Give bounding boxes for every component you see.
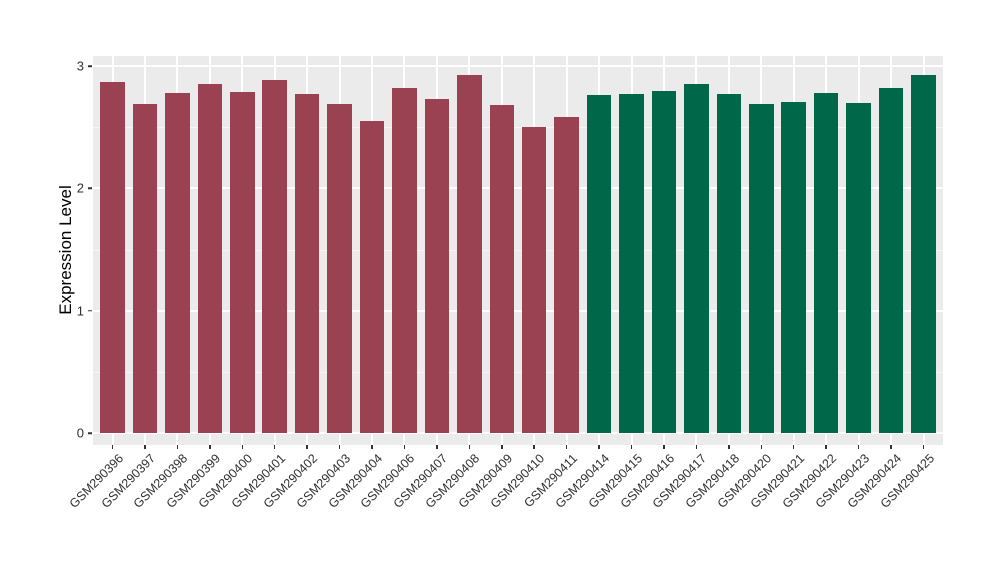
bar-GSM290409 bbox=[489, 105, 515, 433]
bar-GSM290423 bbox=[846, 102, 871, 433]
bar-GSM290398 bbox=[165, 93, 190, 433]
x-tick-mark bbox=[273, 445, 276, 449]
x-tick-mark bbox=[728, 445, 730, 449]
x-tick-mark bbox=[306, 445, 308, 449]
y-tick-mark bbox=[88, 65, 92, 67]
y-tick-mark bbox=[88, 309, 92, 312]
bar-GSM290418 bbox=[716, 94, 742, 433]
bar-GSM290406 bbox=[392, 88, 417, 433]
x-tick-mark bbox=[792, 445, 795, 449]
x-tick-mark bbox=[695, 445, 698, 449]
x-tick-mark bbox=[760, 445, 763, 449]
y-tick-label: 0 bbox=[76, 425, 84, 441]
x-tick-mark bbox=[144, 445, 146, 449]
bar-GSM290425 bbox=[911, 74, 936, 433]
bar-GSM290399 bbox=[197, 84, 223, 433]
gridline-major bbox=[93, 309, 943, 312]
bar-GSM290401 bbox=[262, 79, 287, 433]
x-tick-mark bbox=[338, 445, 341, 449]
x-tick-mark bbox=[533, 445, 535, 449]
bar-GSM290410 bbox=[521, 127, 547, 433]
bar-GSM290424 bbox=[878, 88, 904, 433]
plot-panel bbox=[93, 56, 943, 445]
y-tick-label: 1 bbox=[76, 303, 84, 319]
gridline-major bbox=[93, 432, 943, 434]
x-tick-mark bbox=[209, 445, 211, 449]
x-tick-mark bbox=[663, 445, 665, 449]
bar-GSM290397 bbox=[132, 104, 158, 433]
y-tick-mark bbox=[88, 187, 92, 190]
x-tick-mark bbox=[176, 445, 179, 449]
bar-GSM290408 bbox=[457, 74, 482, 433]
x-tick-mark bbox=[630, 445, 633, 449]
x-tick-mark bbox=[825, 445, 827, 449]
y-axis-title: Expression Level bbox=[56, 185, 75, 315]
gridline-major bbox=[93, 187, 943, 190]
x-tick-mark bbox=[371, 445, 373, 449]
x-tick-mark bbox=[922, 445, 925, 449]
bar-GSM290421 bbox=[781, 101, 806, 433]
x-tick-mark bbox=[241, 445, 243, 449]
bar-GSM290414 bbox=[586, 95, 612, 433]
bar-GSM290416 bbox=[651, 90, 677, 433]
y-tick-label: 2 bbox=[76, 180, 84, 196]
bar-GSM290407 bbox=[424, 99, 450, 433]
y-tick-mark bbox=[88, 432, 92, 434]
x-tick-mark bbox=[501, 445, 503, 449]
bar-GSM290396 bbox=[100, 81, 125, 433]
bar-GSM290411 bbox=[554, 117, 579, 433]
bar-GSM290403 bbox=[327, 104, 352, 433]
x-tick-mark bbox=[468, 445, 471, 449]
bar-GSM290404 bbox=[359, 121, 385, 433]
x-tick-mark bbox=[403, 445, 406, 449]
gridline-minor bbox=[93, 127, 943, 129]
bar-GSM290417 bbox=[684, 84, 709, 433]
gridline-major bbox=[93, 65, 943, 68]
y-tick-label: 3 bbox=[76, 58, 84, 74]
bar-GSM290420 bbox=[749, 104, 774, 433]
x-tick-mark bbox=[890, 445, 892, 449]
x-tick-mark bbox=[565, 445, 568, 449]
bar-GSM290422 bbox=[813, 93, 839, 433]
x-tick-mark bbox=[857, 445, 860, 449]
bar-GSM290400 bbox=[230, 91, 255, 433]
bar-GSM290402 bbox=[294, 94, 320, 433]
gridline-minor bbox=[93, 249, 943, 251]
x-tick-mark bbox=[111, 445, 114, 449]
x-tick-mark bbox=[436, 445, 438, 449]
gridline-minor bbox=[93, 371, 943, 373]
x-tick-mark bbox=[598, 445, 600, 449]
bar-GSM290415 bbox=[619, 94, 644, 433]
